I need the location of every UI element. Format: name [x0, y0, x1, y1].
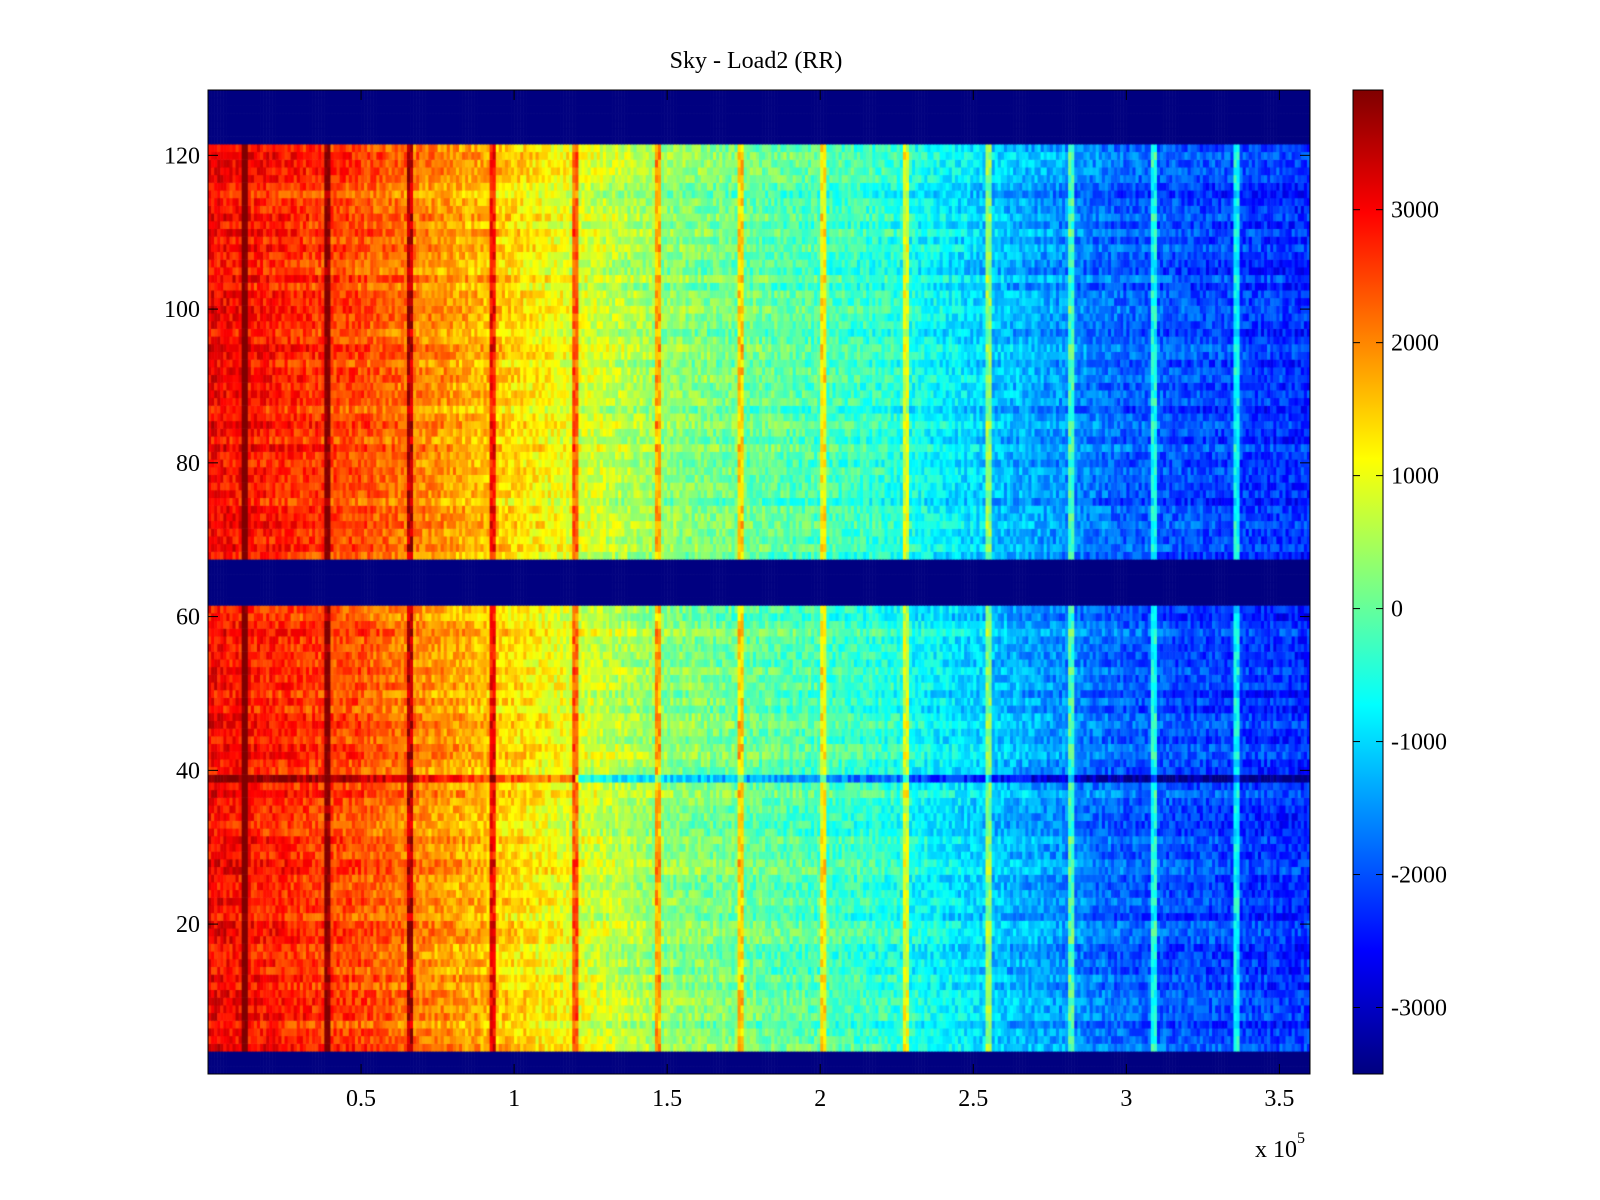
colorbar-tick-label: 1000 [1391, 464, 1439, 490]
y-tick-label: 120 [164, 143, 200, 169]
y-tick-label: 40 [176, 758, 200, 784]
y-tick-label: 60 [176, 605, 200, 631]
x-multiplier-label: x 10 [1255, 1137, 1297, 1163]
colorbar-tick-label: 3000 [1391, 198, 1439, 224]
colorbar-axis: 3000 2000 1000 0 -1000 -2000 -3000 [1353, 198, 1447, 1022]
colorbar-tick-label: -2000 [1391, 863, 1447, 889]
plot-area-frame [207, 89, 1311, 1075]
y-tick-label: 20 [176, 912, 200, 938]
x-tick-label: 3.5 [1264, 1086, 1294, 1112]
x-multiplier-exponent: 5 [1297, 1130, 1305, 1147]
y-tick-label: 100 [164, 297, 200, 323]
heatmap-raster [208, 90, 1310, 1074]
x-tick-label: 1.5 [652, 1086, 682, 1112]
x-tick-label: 2 [814, 1086, 826, 1112]
y-axis: 20 40 60 80 100 120 [164, 143, 1310, 938]
colorbar-tick-label: 0 [1391, 597, 1403, 623]
x-tick-label: 3 [1120, 1086, 1132, 1112]
colorbar-tick-label: -1000 [1391, 730, 1447, 756]
colorbar-tick-label: 2000 [1391, 331, 1439, 357]
x-tick-label: 2.5 [958, 1086, 988, 1112]
x-tick-label: 0.5 [346, 1086, 376, 1112]
chart-title: Sky - Load2 (RR) [670, 48, 843, 74]
colorbar [1352, 89, 1384, 1075]
colorbar-tick-label: -3000 [1391, 996, 1447, 1022]
y-tick-label: 80 [176, 451, 200, 477]
heatmap [208, 90, 1310, 1074]
colorbar-gradient [1352, 89, 1384, 1075]
x-axis: 0.5 1 1.5 2 2.5 3 3.5 [346, 90, 1294, 1112]
x-tick-label: 1 [508, 1086, 520, 1112]
